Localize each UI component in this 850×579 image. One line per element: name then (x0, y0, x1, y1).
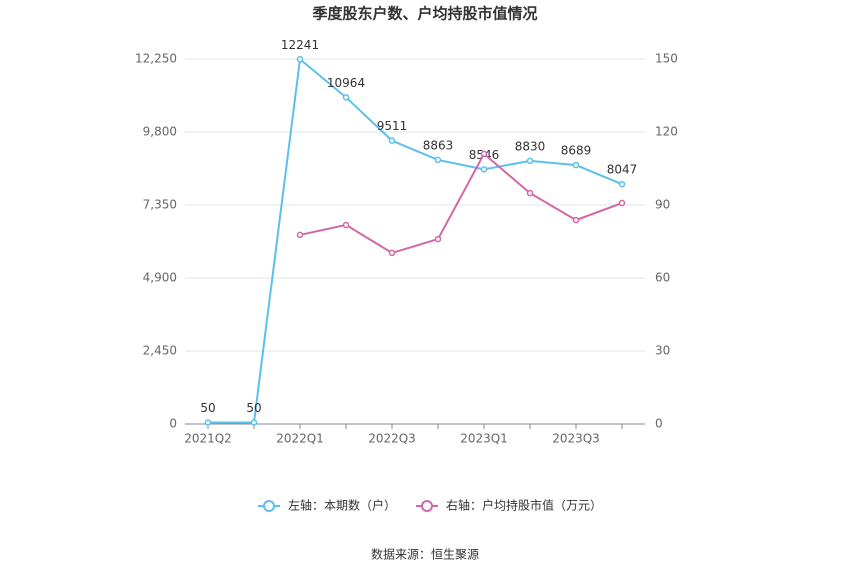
series-line (208, 57, 623, 424)
legend-marker (421, 500, 434, 512)
point (618, 199, 626, 207)
data-label: 10964 (327, 76, 365, 90)
legend-label: 右轴：户均持股市值（万元） (446, 498, 602, 513)
y-tick-label: 9,800 (143, 125, 177, 139)
x-tick-label: 2022Q1 (276, 432, 324, 446)
y-tick-label: 0 (169, 417, 177, 431)
point (342, 94, 350, 101)
point (250, 419, 258, 426)
legend-label: 左轴：本期数（户） (288, 498, 396, 513)
data-label: 50 (246, 401, 261, 415)
data-label: 8830 (515, 139, 546, 153)
y2-tick-label: 120 (655, 125, 678, 139)
point (342, 221, 350, 229)
legend-marker (263, 500, 275, 512)
data-label: 50 (200, 401, 215, 415)
y-tick-label: 4,900 (143, 271, 177, 285)
point (526, 157, 534, 165)
data-label: 8047 (607, 163, 638, 177)
point (388, 249, 396, 257)
y2-tick-label: 0 (655, 417, 663, 431)
data-label: 8689 (561, 144, 592, 158)
x-tick-label: 2022Q3 (368, 432, 416, 446)
y2-tick-label: 90 (655, 198, 670, 212)
point (572, 216, 580, 224)
x-tick-label: 2023Q3 (552, 432, 600, 446)
point (480, 166, 488, 173)
point (388, 137, 396, 144)
source: 数据来源：恒生聚源 (371, 547, 479, 562)
y2-tick-label: 30 (655, 344, 670, 358)
y2-tick-label: 60 (655, 271, 670, 285)
y-tick-label: 7,350 (143, 198, 177, 212)
y2-tick-label: 150 (655, 52, 678, 66)
y-tick-label: 2,450 (143, 344, 177, 358)
chart-title: 季度股东户数、户均持股市值情况 (312, 5, 537, 23)
point (434, 156, 442, 164)
point (296, 231, 304, 239)
point (526, 189, 534, 197)
point (434, 235, 442, 243)
x-tick-label: 2023Q1 (460, 432, 508, 446)
point (296, 56, 304, 63)
point (618, 180, 626, 188)
series-line (299, 152, 623, 255)
data-label: 8863 (423, 138, 454, 152)
point (480, 150, 488, 158)
x-tick-label: 2021Q2 (184, 432, 232, 446)
point (204, 419, 212, 426)
point (572, 161, 580, 169)
data-label: 9511 (377, 119, 408, 133)
data-label: 12241 (281, 38, 319, 52)
y-tick-label: 12,250 (135, 52, 177, 66)
